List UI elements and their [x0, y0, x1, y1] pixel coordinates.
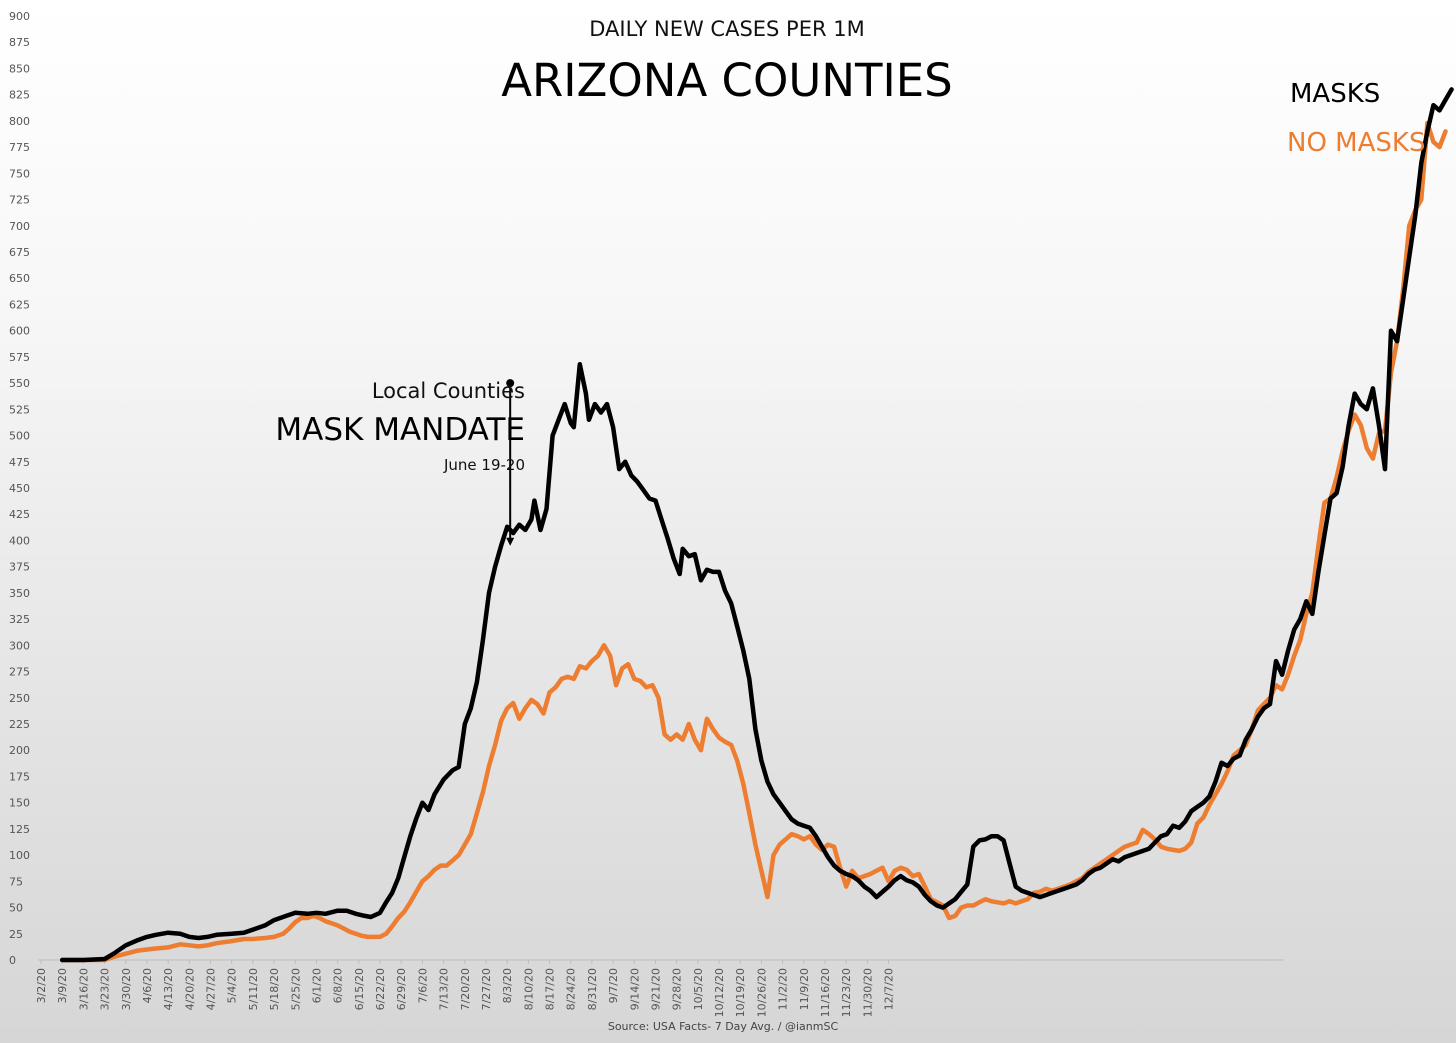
x-tick-label: 9/7/20 [607, 968, 620, 1003]
y-tick-label: 125 [9, 823, 30, 836]
x-tick-label: 9/21/20 [649, 968, 662, 1010]
mask-mandate-annotation: Local Counties MASK MANDATE June 19-20 [275, 379, 525, 546]
x-tick-label: 9/28/20 [671, 968, 684, 1010]
x-tick-label: 6/22/20 [374, 968, 387, 1010]
annotation-dot [506, 379, 515, 388]
legend-label-masks: MASKS [1290, 79, 1380, 109]
x-tick-label: 11/30/20 [861, 968, 874, 1017]
y-tick-label: 575 [9, 351, 30, 364]
y-tick-label: 700 [9, 220, 30, 233]
y-tick-label: 850 [9, 62, 30, 75]
series-layer [59, 87, 1454, 963]
chart-title: ARIZONA COUNTIES [501, 54, 953, 107]
series-line-no-masks [59, 120, 1448, 963]
y-tick-label: 150 [9, 797, 30, 810]
y-tick-label: 600 [9, 325, 30, 338]
y-tick-label: 350 [9, 587, 30, 600]
y-tick-label: 425 [9, 508, 30, 521]
x-tick-label: 11/16/20 [819, 968, 832, 1017]
y-tick-label: 300 [9, 639, 30, 652]
y-tick-label: 800 [9, 115, 30, 128]
x-axis: 3/2/20 3/9/20 3/16/20 3/23/20 3/30/20 4/6/20 4… [35, 959, 1284, 1017]
x-tick-label: 4/13/20 [162, 968, 175, 1010]
y-tick-label: 450 [9, 482, 30, 495]
x-tick-label: 3/23/20 [99, 968, 112, 1010]
y-tick-label: 900 [9, 10, 30, 23]
x-tick-label: 3/30/20 [120, 968, 133, 1010]
annotation-line-2: MASK MANDATE [275, 412, 525, 448]
x-tick-label: 3/2/20 [35, 968, 48, 1003]
y-tick-label: 100 [9, 849, 30, 862]
x-tick-label: 5/18/20 [268, 968, 281, 1010]
x-tick-label: 7/27/20 [480, 968, 493, 1010]
x-tick-label: 7/13/20 [438, 968, 451, 1010]
x-tick-label: 5/4/20 [226, 968, 239, 1003]
y-tick-label: 400 [9, 534, 30, 547]
x-tick-label: 5/25/20 [289, 968, 302, 1010]
y-axis: 0 25 50 75 100 125 150 175 200 225 250 275 300 325 350… [9, 10, 30, 967]
x-tick-label: 12/7/20 [883, 968, 896, 1010]
y-tick-label: 200 [9, 744, 30, 757]
x-tick-label: 7/20/20 [459, 968, 472, 1010]
annotation-line-1: Local Counties [372, 379, 525, 403]
y-tick-label: 650 [9, 272, 30, 285]
x-tick-label: 8/17/20 [544, 968, 557, 1010]
x-tick-label: 8/31/20 [586, 968, 599, 1010]
y-tick-label: 75 [9, 875, 23, 888]
y-tick-label: 750 [9, 167, 30, 180]
x-tick-label: 6/1/20 [310, 968, 323, 1003]
x-tick-label: 8/24/20 [565, 968, 578, 1010]
annotation-arrowhead [506, 537, 515, 546]
x-tick-label: 6/8/20 [332, 968, 345, 1003]
y-tick-label: 625 [9, 298, 30, 311]
y-tick-label: 0 [9, 954, 16, 967]
y-tick-label: 325 [9, 613, 30, 626]
y-tick-label: 725 [9, 194, 30, 207]
x-tick-label: 4/6/20 [141, 968, 154, 1003]
y-tick-label: 500 [9, 430, 30, 443]
x-tick-label: 8/3/20 [501, 968, 514, 1003]
x-tick-label: 4/27/20 [205, 968, 218, 1010]
x-tick-label: 7/6/20 [416, 968, 429, 1003]
y-tick-label: 775 [9, 141, 30, 154]
y-tick-label: 250 [9, 692, 30, 705]
y-tick-label: 475 [9, 456, 30, 469]
y-tick-label: 275 [9, 666, 30, 679]
legend-label-no-masks: NO MASKS [1287, 128, 1425, 158]
x-tick-label: 4/20/20 [183, 968, 196, 1010]
y-tick-label: 50 [9, 902, 23, 915]
y-tick-label: 825 [9, 89, 30, 102]
chart-subtitle: DAILY NEW CASES PER 1M [589, 17, 865, 41]
x-tick-label: 11/2/20 [777, 968, 790, 1010]
x-tick-label: 3/9/20 [56, 968, 69, 1003]
x-tick-label: 9/14/20 [628, 968, 641, 1010]
x-tick-label: 10/26/20 [755, 968, 768, 1017]
source-note: Source: USA Facts- 7 Day Avg. / @ianmSC [608, 1020, 839, 1033]
annotation-line-3: June 19-20 [443, 456, 525, 474]
y-tick-label: 550 [9, 377, 30, 390]
x-tick-label: 11/9/20 [798, 968, 811, 1010]
series-line-masks [59, 87, 1454, 963]
y-tick-label: 225 [9, 718, 30, 731]
x-tick-label: 10/19/20 [734, 968, 747, 1017]
y-tick-label: 525 [9, 403, 30, 416]
y-tick-label: 675 [9, 246, 30, 259]
x-tick-label: 6/29/20 [395, 968, 408, 1010]
x-tick-label: 6/15/20 [353, 968, 366, 1010]
x-tick-label: 11/23/20 [840, 968, 853, 1017]
x-tick-label: 10/12/20 [713, 968, 726, 1017]
y-tick-label: 25 [9, 928, 23, 941]
x-tick-label: 10/5/20 [692, 968, 705, 1010]
y-tick-label: 375 [9, 561, 30, 574]
y-tick-label: 875 [9, 36, 30, 49]
x-tick-label: 8/10/20 [522, 968, 535, 1010]
x-tick-label: 5/11/20 [247, 968, 260, 1010]
y-tick-label: 175 [9, 770, 30, 783]
x-tick-label: 3/16/20 [77, 968, 90, 1010]
